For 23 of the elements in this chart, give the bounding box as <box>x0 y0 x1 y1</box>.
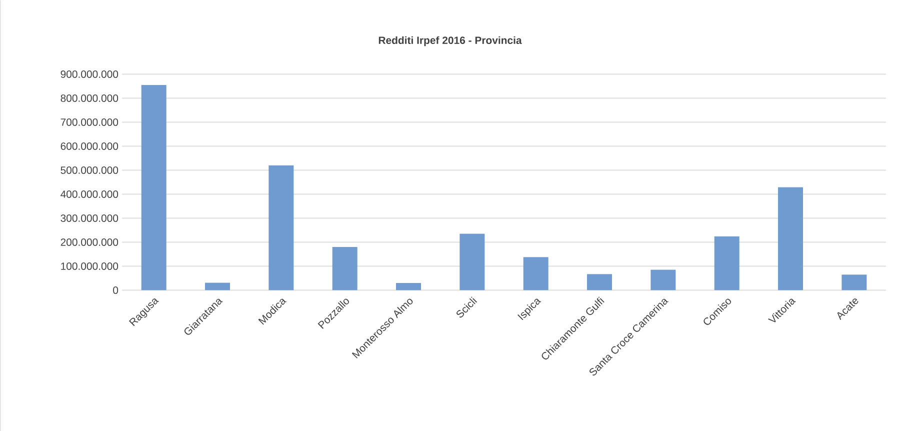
bar <box>460 234 485 290</box>
y-tick-label: 0 <box>113 286 118 294</box>
chart-title: Redditi Irpef 2016 - Provincia <box>378 36 522 46</box>
bar <box>523 256 548 290</box>
y-tick-label: 600.000.000 <box>60 142 118 150</box>
y-tick-label: 800.000.000 <box>60 94 118 102</box>
y-tick-label: 900.000.000 <box>60 70 118 78</box>
bar <box>587 274 612 290</box>
y-tick-label: 500.000.000 <box>60 166 118 174</box>
bar <box>205 282 230 290</box>
y-tick-label: 700.000.000 <box>60 118 118 126</box>
bar <box>268 165 294 290</box>
y-tick-label: 100.000.000 <box>61 262 118 270</box>
bar <box>714 236 740 290</box>
bar <box>332 246 358 290</box>
y-tick-label: 400.000.000 <box>60 190 118 198</box>
bar <box>141 84 166 290</box>
bar <box>396 282 422 290</box>
y-tick-label: 200.000.000 <box>60 238 118 246</box>
bar <box>778 187 804 290</box>
y-tick-label: 300.000.000 <box>60 214 118 222</box>
bar <box>650 270 676 290</box>
bar <box>842 274 867 290</box>
